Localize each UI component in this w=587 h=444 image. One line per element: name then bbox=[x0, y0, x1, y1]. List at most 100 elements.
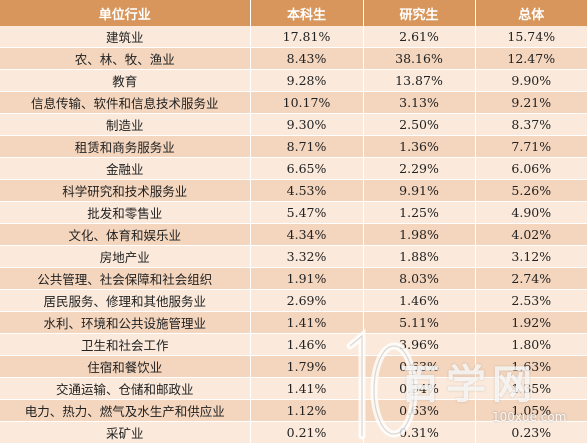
cell-overall: 8.37% bbox=[475, 113, 587, 136]
cell-overall: 7.71% bbox=[475, 135, 587, 158]
cell-industry: 交通运输、仓储和邮政业 bbox=[0, 377, 251, 400]
cell-graduate: 2.50% bbox=[363, 113, 476, 136]
cell-overall: 15.74% bbox=[475, 26, 587, 48]
cell-overall: 1.05% bbox=[475, 399, 587, 422]
cell-graduate: 0.31% bbox=[363, 421, 476, 444]
cell-graduate: 8.03% bbox=[363, 267, 476, 290]
table-row: 批发和零售业 5.47% 1.25% 4.90% bbox=[0, 201, 587, 224]
cell-overall: 2.74% bbox=[475, 267, 587, 290]
cell-industry: 金融业 bbox=[0, 157, 251, 180]
cell-undergraduate: 4.53% bbox=[250, 179, 364, 202]
cell-undergraduate: 5.47% bbox=[250, 201, 364, 224]
cell-undergraduate: 17.81% bbox=[250, 26, 364, 48]
cell-graduate: 1.25% bbox=[363, 201, 476, 224]
table-row: 农、林、牧、渔业 8.43% 38.16% 12.47% bbox=[0, 47, 587, 70]
cell-undergraduate: 2.69% bbox=[250, 289, 364, 312]
cell-undergraduate: 1.41% bbox=[250, 377, 364, 400]
table-row: 交通运输、仓储和邮政业 1.41% 0.94% 1.35% bbox=[0, 377, 587, 400]
cell-industry: 科学研究和技术服务业 bbox=[0, 179, 251, 202]
cell-undergraduate: 0.21% bbox=[250, 421, 364, 444]
cell-industry: 公共管理、社会保障和社会组织 bbox=[0, 267, 251, 290]
cell-industry: 电力、热力、燃气及水生产和供应业 bbox=[0, 399, 251, 422]
cell-industry: 租赁和商务服务业 bbox=[0, 135, 251, 158]
cell-industry: 批发和零售业 bbox=[0, 201, 251, 224]
cell-graduate: 9.91% bbox=[363, 179, 476, 202]
cell-industry: 房地产业 bbox=[0, 245, 251, 268]
cell-undergraduate: 1.46% bbox=[250, 333, 364, 356]
cell-overall: 0.23% bbox=[475, 421, 587, 444]
table-row: 住宿和餐饮业 1.79% 0.63% 1.63% bbox=[0, 355, 587, 378]
cell-overall: 1.63% bbox=[475, 355, 587, 378]
cell-graduate: 1.36% bbox=[363, 135, 476, 158]
header-undergraduate: 本科生 bbox=[250, 0, 364, 26]
cell-industry: 信息传输、软件和信息技术服务业 bbox=[0, 91, 251, 114]
cell-industry: 建筑业 bbox=[0, 26, 251, 48]
table-row: 卫生和社会工作 1.46% 3.96% 1.80% bbox=[0, 333, 587, 356]
cell-overall: 9.21% bbox=[475, 91, 587, 114]
cell-undergraduate: 1.41% bbox=[250, 311, 364, 334]
table-row: 租赁和商务服务业 8.71% 1.36% 7.71% bbox=[0, 135, 587, 158]
cell-undergraduate: 1.79% bbox=[250, 355, 364, 378]
cell-graduate: 3.96% bbox=[363, 333, 476, 356]
table-row: 建筑业 17.81% 2.61% 15.74% bbox=[0, 26, 587, 48]
cell-industry: 卫生和社会工作 bbox=[0, 333, 251, 356]
cell-overall: 2.53% bbox=[475, 289, 587, 312]
table-row: 居民服务、修理和其他服务业 2.69% 1.46% 2.53% bbox=[0, 289, 587, 312]
cell-overall: 4.90% bbox=[475, 201, 587, 224]
cell-industry: 采矿业 bbox=[0, 421, 251, 444]
cell-graduate: 13.87% bbox=[363, 69, 476, 92]
header-row: 单位行业 本科生 研究生 总体 bbox=[0, 0, 587, 26]
table-row: 采矿业 0.21% 0.31% 0.23% bbox=[0, 421, 587, 444]
cell-graduate: 38.16% bbox=[363, 47, 476, 70]
cell-overall: 4.02% bbox=[475, 223, 587, 246]
cell-industry: 住宿和餐饮业 bbox=[0, 355, 251, 378]
cell-undergraduate: 8.71% bbox=[250, 135, 364, 158]
cell-industry: 文化、体育和娱乐业 bbox=[0, 223, 251, 246]
cell-industry: 水利、环境和公共设施管理业 bbox=[0, 311, 251, 334]
cell-overall: 1.80% bbox=[475, 333, 587, 356]
table-row: 制造业 9.30% 2.50% 8.37% bbox=[0, 113, 587, 136]
cell-industry: 居民服务、修理和其他服务业 bbox=[0, 289, 251, 312]
header-overall: 总体 bbox=[475, 0, 587, 26]
cell-industry: 教育 bbox=[0, 69, 251, 92]
cell-overall: 5.26% bbox=[475, 179, 587, 202]
table-row: 文化、体育和娱乐业 4.34% 1.98% 4.02% bbox=[0, 223, 587, 246]
cell-graduate: 2.29% bbox=[363, 157, 476, 180]
cell-industry: 农、林、牧、渔业 bbox=[0, 47, 251, 70]
cell-graduate: 0.63% bbox=[363, 355, 476, 378]
cell-graduate: 1.98% bbox=[363, 223, 476, 246]
header-industry: 单位行业 bbox=[0, 0, 251, 26]
table-row: 科学研究和技术服务业 4.53% 9.91% 5.26% bbox=[0, 179, 587, 202]
cell-graduate: 3.13% bbox=[363, 91, 476, 114]
cell-overall: 12.47% bbox=[475, 47, 587, 70]
cell-overall: 6.06% bbox=[475, 157, 587, 180]
cell-undergraduate: 1.91% bbox=[250, 267, 364, 290]
cell-undergraduate: 9.28% bbox=[250, 69, 364, 92]
cell-overall: 9.90% bbox=[475, 69, 587, 92]
cell-undergraduate: 10.17% bbox=[250, 91, 364, 114]
cell-graduate: 2.61% bbox=[363, 26, 476, 48]
cell-graduate: 5.11% bbox=[363, 311, 476, 334]
table-row: 信息传输、软件和信息技术服务业 10.17% 3.13% 9.21% bbox=[0, 91, 587, 114]
cell-graduate: 0.63% bbox=[363, 399, 476, 422]
cell-undergraduate: 3.32% bbox=[250, 245, 364, 268]
cell-undergraduate: 8.43% bbox=[250, 47, 364, 70]
table-row: 公共管理、社会保障和社会组织 1.91% 8.03% 2.74% bbox=[0, 267, 587, 290]
cell-graduate: 1.46% bbox=[363, 289, 476, 312]
cell-graduate: 1.88% bbox=[363, 245, 476, 268]
table-row: 教育 9.28% 13.87% 9.90% bbox=[0, 69, 587, 92]
header-graduate: 研究生 bbox=[363, 0, 476, 26]
cell-undergraduate: 1.12% bbox=[250, 399, 364, 422]
cell-graduate: 0.94% bbox=[363, 377, 476, 400]
cell-undergraduate: 9.30% bbox=[250, 113, 364, 136]
cell-undergraduate: 6.65% bbox=[250, 157, 364, 180]
cell-undergraduate: 4.34% bbox=[250, 223, 364, 246]
cell-industry: 制造业 bbox=[0, 113, 251, 136]
table-row: 房地产业 3.32% 1.88% 3.12% bbox=[0, 245, 587, 268]
table-row: 金融业 6.65% 2.29% 6.06% bbox=[0, 157, 587, 180]
cell-overall: 1.35% bbox=[475, 377, 587, 400]
cell-overall: 3.12% bbox=[475, 245, 587, 268]
table-row: 电力、热力、燃气及水生产和供应业 1.12% 0.63% 1.05% bbox=[0, 399, 587, 422]
